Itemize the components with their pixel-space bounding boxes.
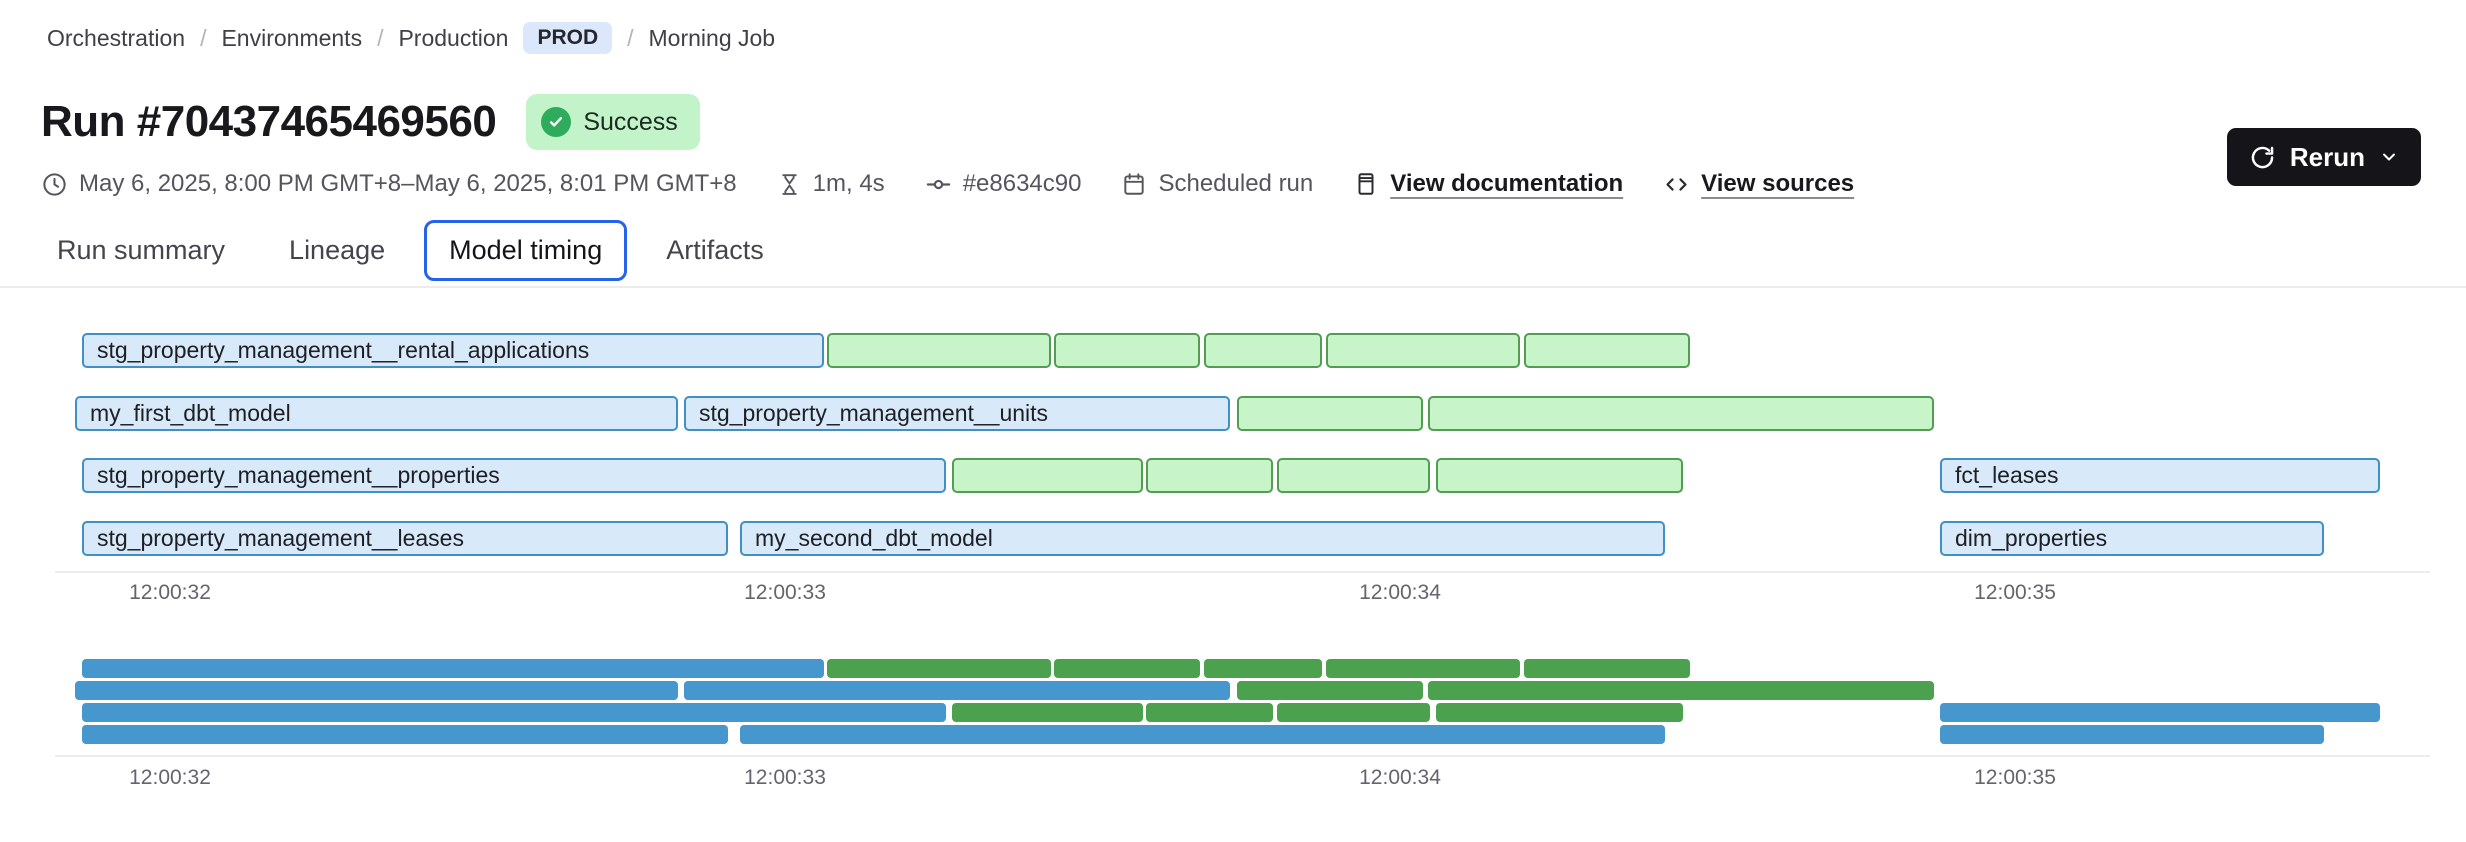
run-time-range: May 6, 2025, 8:00 PM GMT+8–May 6, 2025, … <box>41 170 737 198</box>
gantt-bar[interactable] <box>952 458 1143 493</box>
gantt-bar[interactable]: fct_leases <box>1940 458 2380 493</box>
document-icon <box>1358 173 1374 195</box>
axis-tick-label: 12:00:35 <box>1974 766 2056 789</box>
gantt-bar[interactable] <box>1054 333 1200 368</box>
environment-badge: PROD <box>523 22 613 54</box>
minimap-bar <box>1940 703 2380 722</box>
gantt-bar[interactable]: my_first_dbt_model <box>75 396 678 431</box>
minimap-bar <box>740 725 1665 744</box>
clock-icon <box>43 172 66 196</box>
refresh-icon <box>2249 144 2276 171</box>
axis-tick-label: 12:00:33 <box>744 766 826 789</box>
breadcrumb-separator: / <box>627 24 634 51</box>
breadcrumb-item-orchestration[interactable]: Orchestration <box>47 24 186 51</box>
title-row: Run #70437465469560 Success <box>41 94 700 150</box>
gantt-bar[interactable]: stg_property_management__units <box>684 396 1230 431</box>
axis-tick-label: 12:00:33 <box>744 581 826 604</box>
gantt-bar[interactable] <box>1146 458 1273 493</box>
gantt-bar[interactable]: stg_property_management__leases <box>82 521 728 556</box>
gantt-bar[interactable] <box>1326 333 1520 368</box>
minimap-bar <box>75 681 678 700</box>
minimap-bar <box>1940 725 2324 744</box>
minimap-bar <box>82 703 946 722</box>
tab-artifacts[interactable]: Artifacts <box>666 235 764 265</box>
minimap-bar <box>1524 659 1690 678</box>
breadcrumb: Orchestration / Environments / Productio… <box>47 22 775 54</box>
run-meta-row: May 6, 2025, 8:00 PM GMT+8–May 6, 2025, … <box>41 170 1854 198</box>
breadcrumb-separator: / <box>200 24 207 51</box>
axis-tick-label: 12:00:35 <box>1974 581 2056 604</box>
tabs-divider <box>0 286 2466 288</box>
tab-lineage[interactable]: Lineage <box>289 235 386 265</box>
breadcrumb-item-environments[interactable]: Environments <box>221 24 363 51</box>
chevron-down-icon[interactable] <box>2379 147 2399 167</box>
axis-tick-label: 12:00:34 <box>1359 581 1441 604</box>
gantt-bar[interactable] <box>1428 396 1934 431</box>
breadcrumb-separator: / <box>377 24 384 51</box>
minimap-bar <box>1237 681 1423 700</box>
page-title: Run #70437465469560 <box>41 97 497 146</box>
gantt-bar[interactable]: dim_properties <box>1940 521 2324 556</box>
gantt-bar[interactable]: my_second_dbt_model <box>740 521 1665 556</box>
axis-tick-label: 12:00:34 <box>1359 766 1441 789</box>
breadcrumb-item-production[interactable]: Production <box>398 24 509 51</box>
status-badge: Success <box>526 94 700 150</box>
gantt-bar[interactable]: stg_property_management__properties <box>82 458 946 493</box>
gantt-bar[interactable] <box>1204 333 1322 368</box>
minimap-bar <box>1326 659 1520 678</box>
minimap-bar <box>1428 681 1934 700</box>
minimap-bar <box>1204 659 1322 678</box>
minimap-axis-line <box>55 755 2430 757</box>
rerun-button[interactable]: Rerun <box>2226 128 2421 186</box>
minimap-bar <box>1436 703 1683 722</box>
minimap-bar <box>952 703 1143 722</box>
minimap-bar <box>82 659 824 678</box>
gantt-bar[interactable]: stg_property_management__rental_applicat… <box>82 333 824 368</box>
gantt-bar[interactable] <box>1436 458 1683 493</box>
gantt-axis-line <box>55 571 2430 573</box>
gantt-bar[interactable] <box>827 333 1051 368</box>
view-sources-link[interactable]: View sources <box>1663 170 1854 198</box>
axis-tick-label: 12:00:32 <box>129 581 211 604</box>
commit-sha: #e8634c90 <box>925 170 1081 198</box>
minimap-bar <box>1277 703 1430 722</box>
minimap-bar <box>1054 659 1200 678</box>
commit-icon <box>926 179 950 189</box>
gantt-bar[interactable] <box>1524 333 1690 368</box>
calendar-icon <box>1124 173 1145 195</box>
tab-model-timing[interactable]: Model timing <box>424 220 628 281</box>
axis-tick-label: 12:00:32 <box>129 766 211 789</box>
code-icon <box>1666 177 1687 191</box>
gantt-bar[interactable] <box>1237 396 1423 431</box>
status-badge-label: Success <box>583 107 678 136</box>
run-duration: 1m, 4s <box>777 170 885 198</box>
tab-bar: Run summary Lineage Model timing Artifac… <box>32 220 789 281</box>
view-documentation-link[interactable]: View documentation <box>1353 170 1623 198</box>
success-check-icon <box>541 107 572 137</box>
tab-run-summary[interactable]: Run summary <box>57 235 226 265</box>
minimap-bar <box>684 681 1230 700</box>
breadcrumb-item-morning-job[interactable]: Morning Job <box>648 24 776 51</box>
run-trigger: Scheduled run <box>1121 170 1313 198</box>
minimap-bar <box>827 659 1051 678</box>
hourglass-icon <box>781 173 797 195</box>
gantt-bar[interactable] <box>1277 458 1430 493</box>
minimap-bar <box>82 725 728 744</box>
rerun-button-label: Rerun <box>2289 141 2365 172</box>
minimap-bar <box>1146 703 1273 722</box>
